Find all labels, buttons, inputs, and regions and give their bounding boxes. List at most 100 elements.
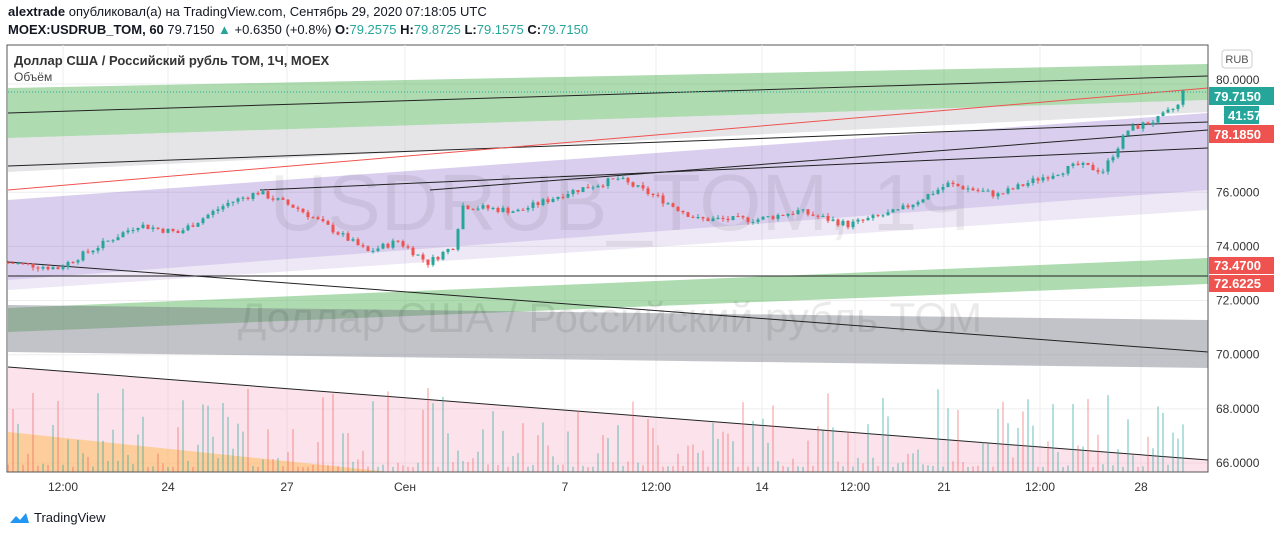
candle [261,191,265,195]
volume-bar [1022,411,1024,472]
volume-bar [727,433,729,472]
volume-bar [692,444,694,472]
tradingview-cloud-icon [10,512,29,523]
volume-bar [967,466,969,472]
purple-channel [8,113,1208,280]
candle [391,240,395,248]
candle [101,240,105,248]
y-tick-label: 74.0000 [1216,239,1260,253]
currency-label: RUB [1225,54,1248,66]
tradingview-logo[interactable]: TradingView [8,510,106,525]
candle [306,212,310,218]
volume-bar [642,465,644,472]
volume-bar [152,466,154,472]
candle [986,190,990,192]
volume-bar [837,461,839,472]
volume-bar [42,463,44,472]
candle [181,230,185,234]
candle [256,193,260,195]
volume-bar [172,466,174,472]
volume-bar [707,466,709,472]
volume-bar [202,404,204,472]
orange-channel [8,432,390,472]
level-label-1 [1209,257,1274,274]
volume-bar [822,430,824,472]
gray-channel-bottom [8,305,1208,368]
volume-bar [737,466,739,472]
candle [581,187,585,193]
volume-bar [847,433,849,472]
volume-bar [672,466,674,472]
volume-bar [7,464,9,472]
volume-bar [1027,399,1029,472]
candle [551,199,555,203]
candle [646,188,650,195]
trend-line [7,75,1209,114]
candle [386,243,390,248]
candle [471,209,475,211]
candle [1031,178,1035,183]
volume-bar [917,449,919,472]
candle [366,246,370,252]
candle [231,201,235,203]
candle [61,267,65,270]
y-tick-label: 70.0000 [1216,348,1260,362]
x-tick-label: 21 [937,480,951,494]
candle [811,214,815,216]
candle [906,205,910,208]
volume-bar [882,397,884,472]
candle [421,254,425,260]
volume-bar [242,431,244,472]
x-tick-label: 12:00 [840,480,870,494]
candle [726,218,730,221]
y-tick-label: 76.0000 [1216,185,1260,199]
volume-bar [157,453,159,472]
volume-bar [167,467,169,472]
volume-bar [772,405,774,472]
volume-bar [717,438,719,472]
volume-label: Объём [14,70,52,84]
volume-bar [482,429,484,472]
volume-bar [277,458,279,472]
volume-bar [27,453,29,472]
candle [651,194,655,196]
candle [641,185,645,189]
candle [496,207,500,212]
volume-bar [887,416,889,472]
volume-bar [182,400,184,472]
volume-bar [1007,423,1009,472]
candle [1141,122,1145,129]
candle [746,217,750,223]
candle [626,177,630,183]
h-label: H: [400,22,414,37]
volume-bar [817,426,819,472]
candle [426,259,430,265]
candle [571,190,575,195]
candle [876,215,880,217]
volume-bar [187,460,189,472]
volume-bar [877,466,879,472]
volume-bar [942,466,944,472]
candle [206,214,210,219]
volume-bar [682,465,684,472]
candle [201,218,205,224]
candle [401,241,405,247]
volume-bar [867,424,869,472]
candle [236,198,240,202]
volume-bar [777,461,779,472]
currency-button[interactable] [1221,49,1253,69]
candle [586,187,590,189]
volume-bar [627,461,629,472]
volume-bar [807,440,809,472]
candle [431,257,435,265]
candle [291,204,295,208]
candle [1016,184,1020,190]
candle [601,185,605,187]
volume-bar [107,460,109,472]
candle [781,214,785,216]
candle [281,198,285,200]
candle [611,178,615,180]
candle [81,251,85,261]
volume-bar [907,453,909,472]
